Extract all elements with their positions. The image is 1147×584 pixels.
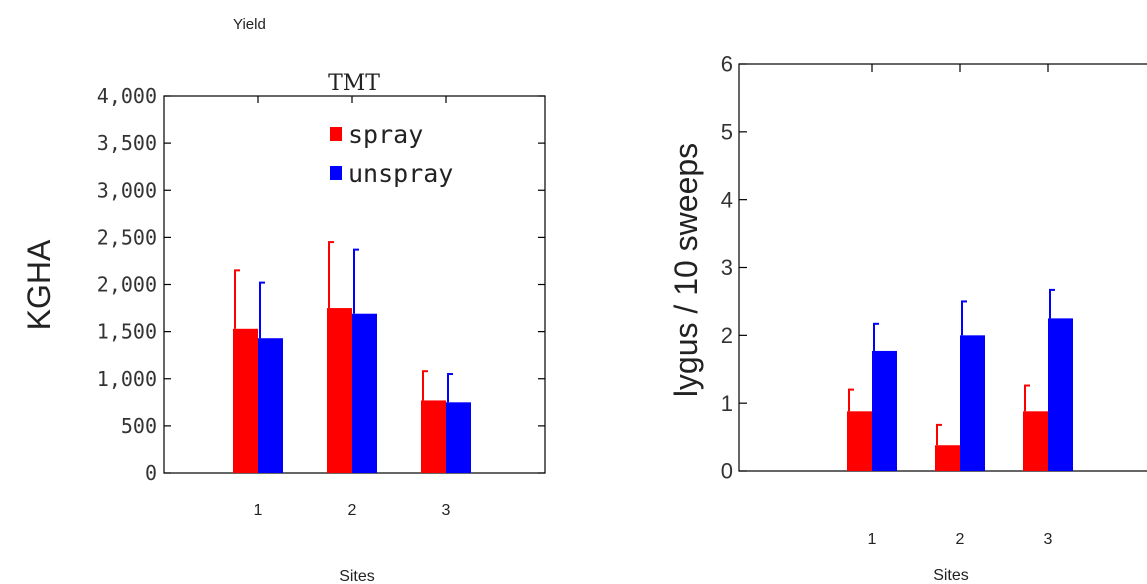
x-tick-label: 1 — [254, 502, 263, 519]
x-axis-label-2: Sites — [933, 567, 969, 584]
lygus-chart: 0 1 2 3 4 5 6 1 2 3 lygus / 10 sweeps Sites — [668, 52, 1147, 584]
y-tick-label: 3 — [721, 255, 733, 280]
legend-label-unspray: unspray — [348, 159, 453, 188]
y-tick-label: 1,000 — [97, 367, 157, 391]
y-tick-label: 5 — [721, 120, 733, 145]
y-tick-label: 0 — [145, 461, 157, 485]
y-tick-label: 1,500 — [97, 320, 157, 344]
bar — [960, 335, 985, 471]
y-tick-label: 2,000 — [97, 273, 157, 297]
y-tick-label: 4 — [721, 187, 733, 212]
y-tick-label: 3,000 — [97, 178, 157, 202]
y-axis-2: 0 1 2 3 4 5 6 — [721, 52, 747, 484]
y-tick-label: 2 — [721, 323, 733, 348]
y-tick-label: 500 — [121, 414, 157, 438]
bar — [1023, 411, 1048, 471]
yield-chart: Yield TMT 0 500 1,000 1,500 2,000 2,500 3,000 3… — [21, 16, 546, 584]
chart-subtitle: TMT — [328, 71, 380, 96]
x-tick-label: 1 — [868, 531, 877, 548]
x-tick-label: 3 — [442, 502, 451, 519]
x-tick-label: 2 — [956, 531, 965, 548]
bar — [258, 338, 283, 473]
bar — [847, 411, 872, 471]
y-tick-label: 1 — [721, 391, 733, 416]
bar-series-group — [233, 241, 471, 473]
y-tick-label: 3,500 — [97, 131, 157, 155]
chart-title: Yield — [233, 16, 266, 33]
y-axis-label: KGHA — [21, 239, 57, 330]
bar — [421, 400, 446, 473]
bar — [446, 402, 471, 473]
y-tick-label: 2,500 — [97, 225, 157, 249]
y-axis: 0 500 1,000 1,500 2,000 2,500 3,000 3,500 4,000 — [97, 84, 545, 485]
x-tick-label: 3 — [1044, 531, 1053, 548]
y-tick-label: 0 — [721, 459, 733, 484]
x-tick-label: 2 — [348, 502, 357, 519]
bar-series-group-2 — [847, 288, 1073, 471]
legend: spray unspray — [330, 120, 453, 188]
bar — [1048, 318, 1073, 471]
plot-frame-2 — [738, 63, 1147, 472]
legend-label-spray: spray — [348, 120, 423, 149]
bar — [327, 308, 352, 473]
bar — [872, 350, 897, 471]
legend-swatch-spray — [330, 127, 342, 141]
x-axis-2: 1 2 3 — [868, 64, 1053, 548]
bar — [233, 328, 258, 473]
y-axis-label-2: lygus / 10 sweeps — [668, 143, 704, 397]
y-tick-label: 4,000 — [97, 84, 157, 108]
y-tick-label: 6 — [721, 52, 733, 77]
bar — [352, 313, 377, 473]
x-axis-label: Sites — [339, 568, 375, 584]
legend-swatch-unspray — [330, 166, 342, 180]
bar — [935, 445, 960, 471]
